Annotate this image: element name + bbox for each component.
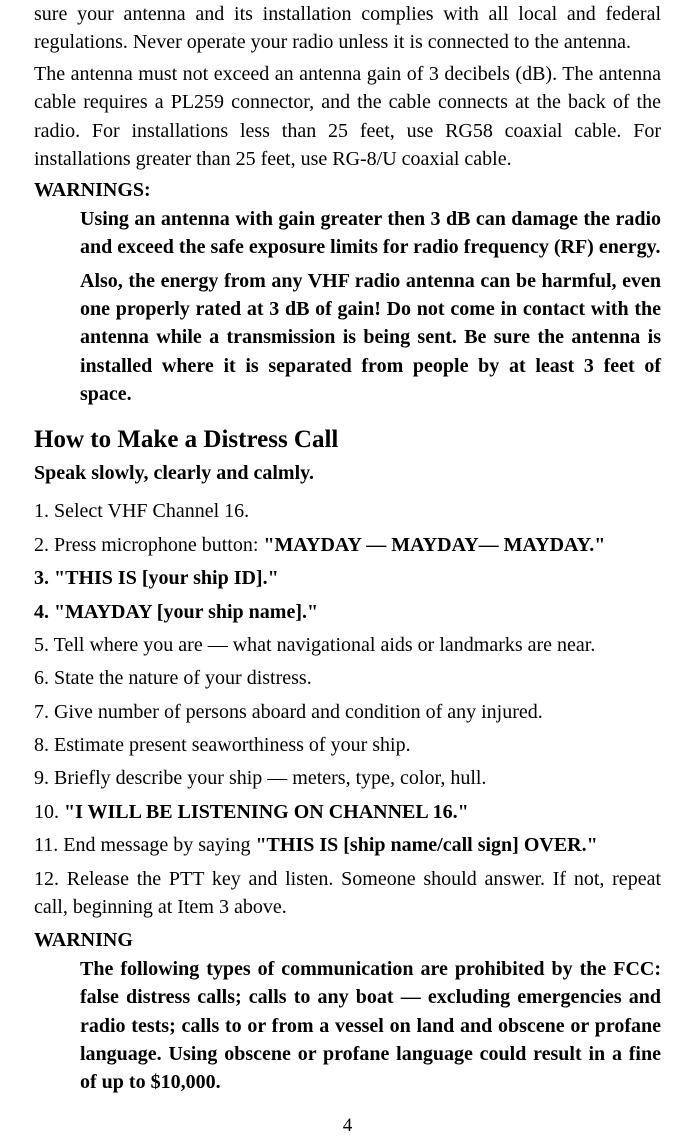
step-11-quote: "THIS IS [ship name/call sign] OVER." (255, 834, 597, 856)
step-3: 3. "THIS IS [your ship ID]." (34, 564, 661, 592)
step-2-quote: "MAYDAY — MAYDAY— MAYDAY." (263, 534, 605, 556)
page-number: 4 (34, 1113, 661, 1140)
warning-text-2: Also, the energy from any VHF radio ante… (34, 267, 661, 409)
step-10-prefix: 10. (34, 801, 64, 823)
paragraph-antenna-spec: The antenna must not exceed an antenna g… (34, 60, 661, 174)
step-2: 2. Press microphone button: "MAYDAY — MA… (34, 531, 661, 559)
warnings-label: WARNINGS: (34, 176, 661, 204)
step-9: 9. Briefly describe your ship — meters, … (34, 764, 661, 792)
step-1: 1. Select VHF Channel 16. (34, 497, 661, 525)
warning-text-1: Using an antenna with gain greater then … (34, 205, 661, 262)
step-2-prefix: 2. Press microphone button: (34, 534, 263, 556)
step-11-prefix: 11. End message by saying (34, 834, 255, 856)
step-10-quote: "I WILL BE LISTENING ON CHANNEL 16." (64, 801, 469, 823)
step-4: 4. "MAYDAY [your ship name]." (34, 598, 661, 626)
step-8: 8. Estimate present seaworthiness of you… (34, 731, 661, 759)
document-page: sure your antenna and its installation c… (0, 0, 695, 1140)
step-7: 7. Give number of persons aboard and con… (34, 698, 661, 726)
step-11: 11. End message by saying "THIS IS [ship… (34, 831, 661, 859)
step-5: 5. Tell where you are — what navigationa… (34, 631, 661, 659)
paragraph-antenna-intro: sure your antenna and its installation c… (34, 0, 661, 57)
step-6: 6. State the nature of your distress. (34, 664, 661, 692)
warning-text-3: The following types of communication are… (34, 955, 661, 1097)
warning-label-2: WARNING (34, 926, 661, 954)
step-10: 10. "I WILL BE LISTENING ON CHANNEL 16." (34, 798, 661, 826)
step-12: 12. Release the PTT key and listen. Some… (34, 865, 661, 922)
section-heading: How to Make a Distress Call (34, 422, 661, 458)
section-subheading: Speak slowly, clearly and calmly. (34, 459, 661, 487)
